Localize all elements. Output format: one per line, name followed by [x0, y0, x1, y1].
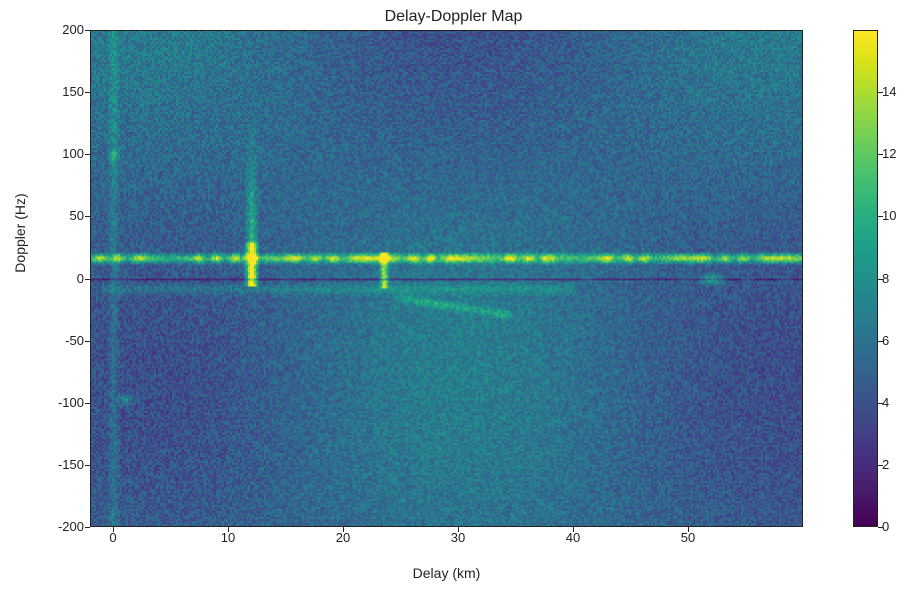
y-tick-mark: [85, 465, 90, 466]
colorbar-tick-label: 6: [882, 333, 889, 348]
colorbar-tick-label: 4: [882, 395, 889, 410]
y-tick-mark: [85, 30, 90, 31]
colorbar-tick-mark: [878, 279, 883, 280]
y-tick-label: 0: [40, 271, 84, 286]
page-title: Delay-Doppler Map: [0, 8, 907, 26]
x-tick-mark: [573, 527, 574, 532]
y-tick-label: 50: [40, 208, 84, 223]
colorbar-tick-mark: [878, 341, 883, 342]
colorbar-tick-label: 0: [882, 519, 889, 534]
colorbar-tick-label: 8: [882, 271, 889, 286]
x-tick-label: 10: [213, 530, 243, 545]
y-tick-label: 100: [40, 146, 84, 161]
y-tick-mark: [85, 154, 90, 155]
y-tick-label: -150: [40, 457, 84, 472]
y-tick-label: 150: [40, 84, 84, 99]
x-tick-label: 40: [558, 530, 588, 545]
colorbar-canvas: [853, 30, 878, 527]
colorbar-tick-mark: [878, 154, 883, 155]
y-tick-label: -100: [40, 395, 84, 410]
x-tick-label: 30: [443, 530, 473, 545]
colorbar-tick-mark: [878, 216, 883, 217]
chart-container: Delay-Doppler Map -200 -150 -100 -50 0 50 100 1…: [0, 0, 907, 590]
y-tick-label: -200: [40, 519, 84, 534]
y-tick-label: 200: [40, 22, 84, 37]
y-tick-mark: [85, 527, 90, 528]
y-tick-mark: [85, 403, 90, 404]
y-axis-label: Doppler (Hz): [12, 158, 28, 308]
colorbar-tick-label: 14: [882, 84, 896, 99]
x-tick-mark: [458, 527, 459, 532]
y-tick-label: -50: [40, 333, 84, 348]
x-tick-mark: [343, 527, 344, 532]
x-tick-label: 0: [98, 530, 128, 545]
x-tick-mark: [228, 527, 229, 532]
x-tick-label: 20: [328, 530, 358, 545]
x-tick-mark: [113, 527, 114, 532]
colorbar-tick-label: 10: [882, 208, 896, 223]
y-tick-mark: [85, 216, 90, 217]
colorbar-tick-mark: [878, 465, 883, 466]
colorbar-container: [853, 30, 878, 527]
colorbar-tick-mark: [878, 527, 883, 528]
x-tick-label: 50: [673, 530, 703, 545]
y-tick-mark: [85, 341, 90, 342]
colorbar-tick-label: 12: [882, 146, 896, 161]
x-axis-label: Delay (km): [90, 565, 803, 581]
colorbar-tick-mark: [878, 403, 883, 404]
y-tick-mark: [85, 92, 90, 93]
colorbar-tick-label: 2: [882, 457, 889, 472]
y-tick-mark: [85, 279, 90, 280]
heatmap-plot: [90, 30, 803, 527]
x-tick-mark: [688, 527, 689, 532]
colorbar-tick-mark: [878, 92, 883, 93]
